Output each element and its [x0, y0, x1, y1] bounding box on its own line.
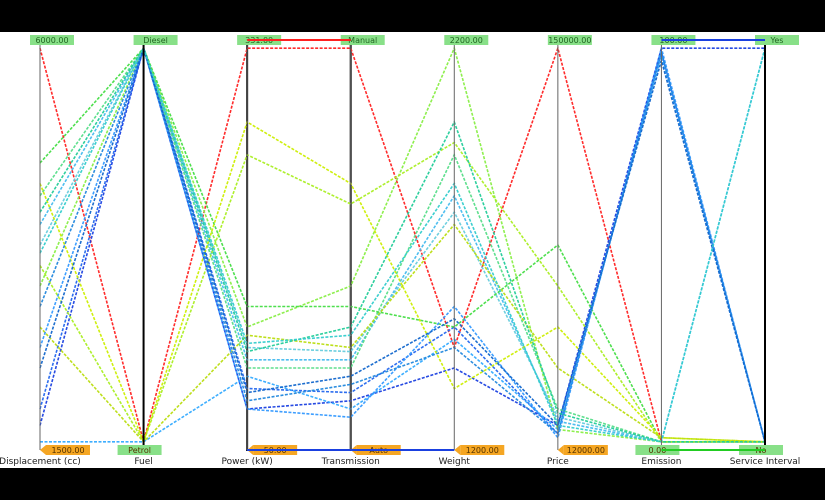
axis-min-pointer-0 [40, 445, 46, 455]
axis-max-bg-7 [755, 35, 799, 45]
bottom-bar [0, 468, 825, 500]
axis-min-bg-5 [563, 445, 608, 455]
axis-min-bg-4 [460, 445, 505, 455]
series-line-5 [39, 46, 765, 443]
axis-max-bg-0 [30, 35, 74, 45]
axis-min-label-4: 1200.00 [466, 446, 499, 455]
axis-name-3: Transmission [321, 457, 380, 467]
axis-min-label-5: 12000.00 [567, 446, 605, 455]
axis-min-label-6: 0.00 [649, 446, 667, 455]
axis-min-label-0: 1500.00 [51, 446, 84, 455]
axis-min-pointer-5 [557, 445, 564, 455]
series-line-8 [39, 46, 765, 443]
axis-max-label-0: 6000.00 [35, 36, 68, 45]
axis-max-bg-4 [444, 35, 489, 45]
series-line-12 [39, 45, 766, 443]
axis-min-bg-0 [46, 445, 90, 455]
series-line-16 [39, 46, 766, 443]
axis-min-pointer-4 [454, 445, 461, 455]
series-line-15 [39, 46, 765, 443]
axis-min-label-1: Petrol [128, 446, 151, 455]
axis-name-5: Price [547, 457, 569, 467]
axis-name-7: Service Interval [730, 457, 801, 467]
axis-min-bg-1 [117, 445, 162, 455]
axis-name-6: Emission [641, 457, 681, 467]
axis-max-label-5: 150000.00 [548, 36, 591, 45]
series-line-6 [39, 46, 765, 443]
series-line-11 [39, 223, 766, 443]
axis-max-label-1: Diesel [143, 36, 168, 45]
axis-max-label-7: Yes [770, 36, 784, 45]
axis-max-label-3: Manual [348, 36, 377, 45]
axis-max-label-4: 2200.00 [450, 36, 483, 45]
series-line-13 [39, 45, 766, 443]
series-line-7 [39, 45, 765, 443]
axis-max-bg-5 [547, 35, 592, 45]
axis-max-bg-3 [340, 35, 385, 45]
axis-name-2: Power (kW) [222, 457, 273, 467]
axis-name-4: Weight [439, 457, 471, 467]
series-line-14 [39, 45, 766, 443]
series-line-0 [39, 45, 765, 445]
axis-max-bg-1 [133, 35, 178, 45]
series-line-9 [39, 141, 765, 444]
series-line-2 [39, 45, 766, 443]
series-line-10 [39, 120, 766, 445]
series-lines [39, 45, 766, 445]
axis-min-bg-6 [635, 445, 680, 455]
series-line-4 [39, 46, 766, 443]
brush-box [246, 39, 352, 451]
series-line-1 [39, 45, 765, 427]
top-bar [0, 0, 825, 32]
axis-name-1: Fuel [134, 457, 152, 467]
plot-area [0, 32, 825, 468]
axis-name-0: Displacement (cc) [0, 457, 81, 467]
